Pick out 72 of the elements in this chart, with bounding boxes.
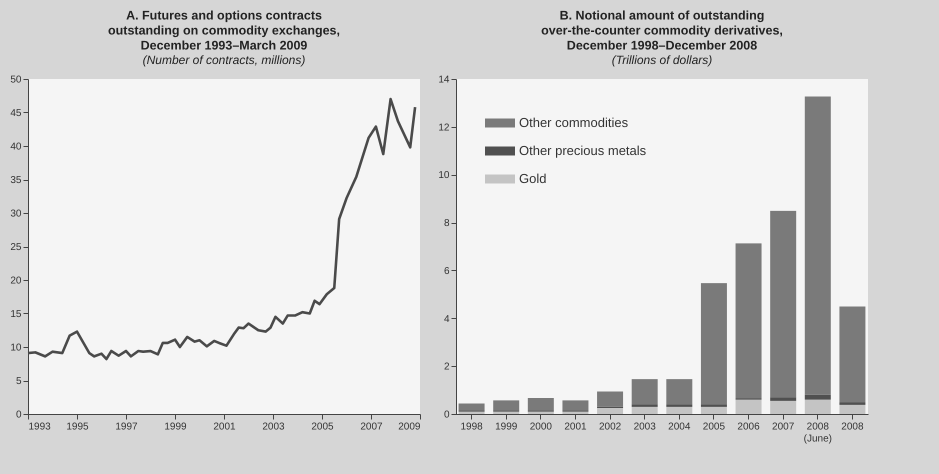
y-tick-label: 12	[438, 122, 450, 134]
bar	[804, 96, 831, 395]
bar	[804, 394, 831, 400]
bar	[770, 210, 796, 398]
bar	[632, 379, 658, 404]
bar	[632, 406, 658, 414]
y-tick-label: 40	[10, 142, 22, 152]
bar	[700, 283, 727, 404]
x-tick-label: 2008 (June)	[804, 422, 832, 444]
legend-label: Other commodities	[519, 115, 629, 130]
x-tick-label: 2005	[311, 422, 334, 432]
bar	[493, 400, 520, 410]
x-tick-label: 2002	[598, 422, 622, 432]
y-tick-label: 2	[444, 362, 450, 373]
x-tick-label: 2000	[530, 422, 552, 432]
y-tick-label: 25	[10, 242, 22, 253]
chart-subtitle: (Trillions of dollars)	[612, 53, 712, 67]
bar	[700, 404, 727, 407]
x-tick-label: 2008	[841, 422, 864, 432]
y-tick-label: 6	[444, 266, 450, 277]
bar	[528, 398, 554, 410]
x-tick-label: 2005	[702, 422, 726, 432]
x-tick-label: 2007	[772, 422, 795, 432]
x-tick-label: 1997	[115, 422, 138, 432]
y-tick-label: 45	[10, 108, 22, 119]
y-tick-label: 4	[444, 314, 450, 325]
bar	[632, 404, 658, 407]
bar	[804, 400, 831, 414]
bar	[839, 306, 866, 403]
bar	[597, 392, 624, 407]
chart-subtitle: (Number of contracts, millions)	[142, 53, 306, 67]
y-tick-label: 0	[444, 410, 450, 420]
y-tick-label: 10	[438, 170, 450, 182]
bar	[736, 243, 762, 398]
x-tick-label: 2001	[213, 422, 236, 432]
bar	[700, 406, 727, 414]
x-tick-label: 1999	[495, 422, 518, 432]
bar	[562, 400, 588, 410]
x-tick-label: 2006	[737, 422, 760, 432]
y-tick-label: 0	[16, 410, 22, 420]
chart-title: B. Notional amount of outstanding over-the-counter commodity derivatives, December 1998–December 2008	[541, 8, 783, 52]
y-tick-label: 35	[10, 175, 22, 186]
bar	[458, 403, 485, 410]
bar	[666, 379, 692, 404]
legend-label: Other precious metals	[519, 143, 647, 158]
y-tick-label: 15	[10, 309, 22, 320]
y-tick-label: 30	[10, 208, 22, 220]
x-tick-label: 2007	[360, 422, 384, 432]
bar	[666, 406, 692, 414]
bar	[839, 404, 866, 414]
x-tick-label: 2004	[668, 422, 691, 432]
bar	[597, 408, 624, 414]
y-tick-label: 14	[438, 74, 450, 86]
x-tick-label: 2003	[634, 422, 656, 432]
x-tick-label: 1993	[28, 422, 52, 432]
bar	[666, 404, 692, 407]
chart-title: A. Futures and options contracts outstanding on commodity exchanges, December 1993–March 2009	[108, 8, 340, 52]
x-tick-label: 2003	[262, 422, 286, 432]
x-tick-label: 1999	[164, 422, 188, 432]
x-tick-label: 2009	[398, 422, 421, 432]
y-tick-label: 50	[10, 74, 22, 86]
x-tick-label: 1995	[66, 422, 90, 432]
y-tick-label: 5	[16, 376, 22, 387]
bar	[770, 400, 796, 414]
y-tick-label: 8	[444, 218, 450, 230]
bar	[736, 400, 762, 414]
x-tick-label: 2001	[564, 422, 588, 432]
y-tick-label: 20	[10, 276, 22, 286]
y-tick-label: 10	[10, 342, 22, 354]
x-tick-label: 1998	[460, 422, 484, 432]
bar	[770, 397, 796, 401]
legend-label: Gold	[519, 171, 546, 186]
